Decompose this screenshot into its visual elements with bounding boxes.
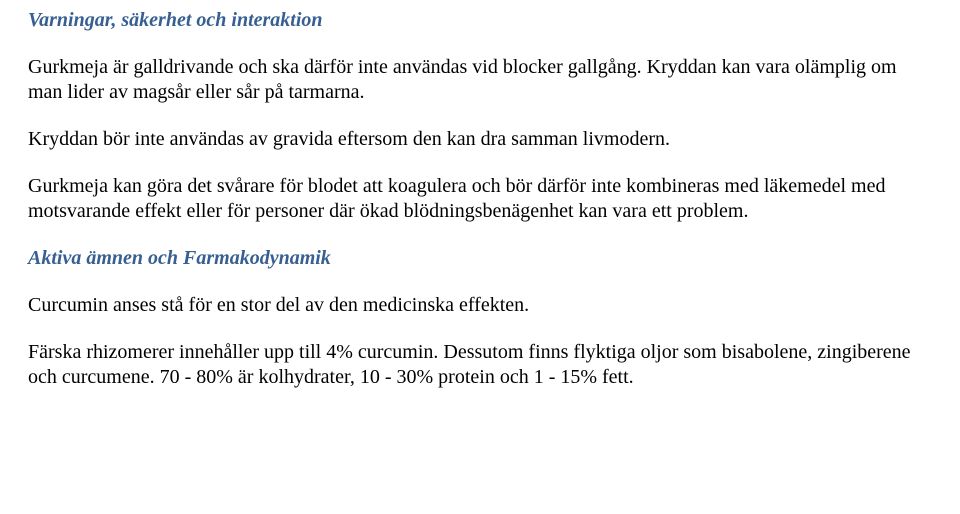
paragraph-pharma-2: Färska rhizomerer innehåller upp till 4%… — [28, 340, 932, 390]
paragraph-warning-1: Gurkmeja är galldrivande och ska därför … — [28, 55, 932, 105]
paragraph-warning-2: Kryddan bör inte användas av gravida eft… — [28, 127, 932, 152]
document-page: Varningar, säkerhet och interaktion Gurk… — [0, 0, 960, 390]
paragraph-pharma-1: Curcumin anses stå för en stor del av de… — [28, 293, 932, 318]
paragraph-warning-3: Gurkmeja kan göra det svårare för blodet… — [28, 174, 932, 224]
section-heading-pharmacodynamics: Aktiva ämnen och Farmakodynamik — [28, 246, 932, 271]
section-heading-warnings: Varningar, säkerhet och interaktion — [28, 8, 932, 33]
